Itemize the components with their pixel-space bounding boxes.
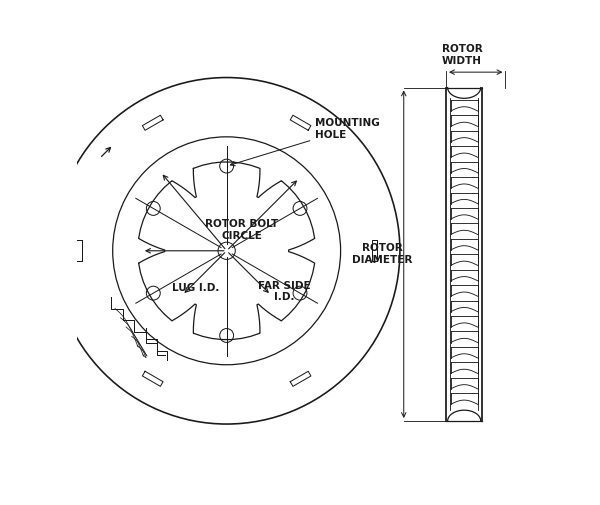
Text: MOUNTING
HOLE: MOUNTING HOLE: [230, 118, 380, 166]
Text: LUG I.D.: LUG I.D.: [172, 283, 220, 293]
Text: FAR SIDE
I.D.: FAR SIDE I.D.: [258, 281, 311, 302]
Text: ROTOR
DIAMETER: ROTOR DIAMETER: [352, 243, 412, 265]
Text: ROTOR BOLT
CIRCLE: ROTOR BOLT CIRCLE: [205, 219, 278, 241]
Text: ROTOR
WIDTH: ROTOR WIDTH: [442, 44, 482, 66]
